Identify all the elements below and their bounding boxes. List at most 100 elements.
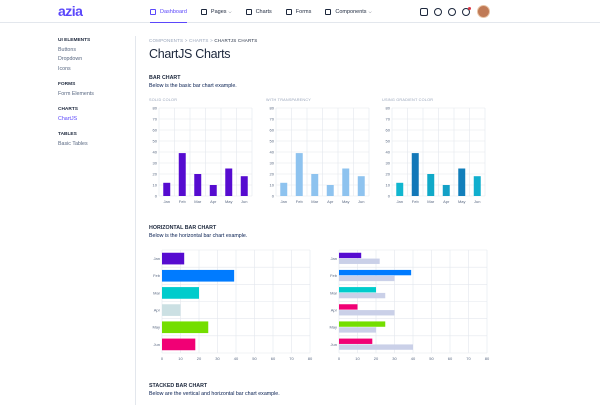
y-tick-label: 70 <box>153 116 158 121</box>
nav-pages[interactable]: Pages ⌵ <box>200 0 232 23</box>
y-tick-label: 70 <box>386 116 391 121</box>
bar <box>473 176 481 196</box>
y-tick-label: Jun <box>154 342 160 347</box>
sidebar-item-dropdown[interactable]: Dropdown <box>58 56 83 63</box>
y-tick-label: 60 <box>270 127 275 132</box>
x-tick-label: Jun <box>358 199 364 204</box>
y-tick-label: Jan <box>154 256 160 261</box>
logo[interactable]: azia <box>58 3 83 19</box>
x-tick-label: Apr <box>443 199 450 204</box>
x-tick-label: 50 <box>429 356 434 361</box>
search-icon[interactable] <box>434 7 442 16</box>
y-tick-label: 0 <box>272 193 275 198</box>
nav-components-label: Components <box>335 8 367 15</box>
breadcrumb-separator: > <box>184 38 188 43</box>
bar <box>339 310 395 316</box>
x-tick-label: 10 <box>178 356 183 361</box>
section-title-stacked: STACKED BAR CHART <box>149 383 208 389</box>
sidebar-item-chartjs[interactable]: ChartJS <box>58 115 78 122</box>
x-tick-label: 30 <box>215 356 220 361</box>
x-tick-label: Mar <box>427 199 435 204</box>
y-tick-label: 10 <box>270 182 275 187</box>
breadcrumb-item[interactable]: COMPONENTS <box>149 38 184 43</box>
breadcrumb-current: CHARTJS CHARTS <box>214 38 258 43</box>
y-tick-label: Jan <box>331 256 337 261</box>
components-icon <box>325 8 332 15</box>
bar <box>162 287 199 299</box>
y-tick-label: Feb <box>153 273 161 278</box>
bar <box>280 182 288 196</box>
nav-charts-label: Charts <box>255 8 272 15</box>
bar <box>162 269 235 282</box>
x-tick-label: 0 <box>338 356 341 361</box>
x-tick-label: Jan <box>281 199 287 204</box>
breadcrumb-item[interactable]: CHARTS <box>189 38 209 43</box>
y-tick-label: 60 <box>153 127 158 132</box>
y-tick-label: 0 <box>155 193 158 198</box>
section-title-hbar: HORIZONTAL BAR CHART <box>149 225 217 231</box>
sidebar-item-buttons[interactable]: Buttons <box>58 47 76 53</box>
nav-components[interactable]: Components ⌵ <box>325 0 372 23</box>
bar <box>339 275 395 282</box>
sidebar-group-forms: Forms Form Elements <box>58 82 128 97</box>
section-desc-stacked: Below are the vertical and horizontal ba… <box>149 391 280 397</box>
sidebar-item-icons[interactable]: Icons <box>58 65 71 72</box>
y-tick-label: 20 <box>270 171 275 176</box>
y-tick-label: 80 <box>270 105 275 110</box>
x-tick-label: Jun <box>241 199 247 204</box>
bar <box>225 168 233 196</box>
y-tick-label: May <box>329 325 337 330</box>
bar <box>339 252 362 259</box>
y-tick-label: 30 <box>153 160 158 165</box>
bar <box>339 327 376 333</box>
bar <box>162 252 185 265</box>
x-tick-label: 10 <box>355 356 360 361</box>
x-tick-label: 70 <box>289 356 294 361</box>
bar <box>178 153 186 196</box>
bar <box>411 153 419 196</box>
bell-icon[interactable] <box>462 6 471 16</box>
bar <box>339 287 376 293</box>
y-tick-label: Feb <box>330 273 338 278</box>
chevron-down-icon: ⌵ <box>228 9 232 14</box>
y-tick-label: 0 <box>388 193 391 198</box>
dashboard-icon <box>150 8 156 15</box>
bar <box>342 168 350 196</box>
breadcrumb: COMPONENTS > CHARTS > CHARTJS CHARTS <box>149 38 490 43</box>
y-tick-label: 30 <box>386 160 391 165</box>
x-tick-label: May <box>225 199 233 204</box>
bar <box>209 185 217 196</box>
y-tick-label: Jun <box>331 342 337 347</box>
x-tick-label: Jun <box>474 199 480 204</box>
nav-charts[interactable]: Charts <box>245 0 272 23</box>
y-tick-label: 80 <box>386 105 391 110</box>
sidebar-group-ui-elements: UI Elements Buttons Dropdown Icons <box>58 38 128 72</box>
main-content: COMPONENTS > CHARTS > CHARTJS CHARTS Cha… <box>135 36 490 405</box>
y-tick-label: 20 <box>386 171 391 176</box>
nav-dashboard[interactable]: Dashboard <box>150 0 187 23</box>
x-tick-label: Feb <box>412 199 420 204</box>
chat-icon[interactable] <box>448 7 456 16</box>
x-tick-label: Apr <box>327 199 334 204</box>
page-title: ChartJS Charts <box>149 47 231 61</box>
x-tick-label: 70 <box>466 356 471 361</box>
sidebar-item-basic-tables[interactable]: Basic Tables <box>58 140 88 147</box>
avatar[interactable] <box>477 5 490 18</box>
y-tick-label: 60 <box>386 127 391 132</box>
y-tick-label: 40 <box>386 149 391 154</box>
sidebar-item-form-elements[interactable]: Form Elements <box>58 90 94 97</box>
x-tick-label: 60 <box>271 356 276 361</box>
nav-forms-label: Forms <box>295 8 312 15</box>
y-tick-label: 50 <box>153 138 158 143</box>
nav-forms[interactable]: Forms <box>285 0 312 23</box>
sidebar-group-title: Forms <box>58 81 76 87</box>
sidebar-group-charts: Charts ChartJS <box>58 107 128 122</box>
x-tick-label: Jan <box>164 199 170 204</box>
x-tick-label: 60 <box>448 356 453 361</box>
bar <box>339 321 386 327</box>
bar <box>339 258 380 264</box>
file-icon[interactable] <box>420 7 428 16</box>
chart-icon <box>245 8 252 15</box>
y-tick-label: Mar <box>330 290 338 295</box>
nav-pages-label: Pages <box>210 8 227 15</box>
